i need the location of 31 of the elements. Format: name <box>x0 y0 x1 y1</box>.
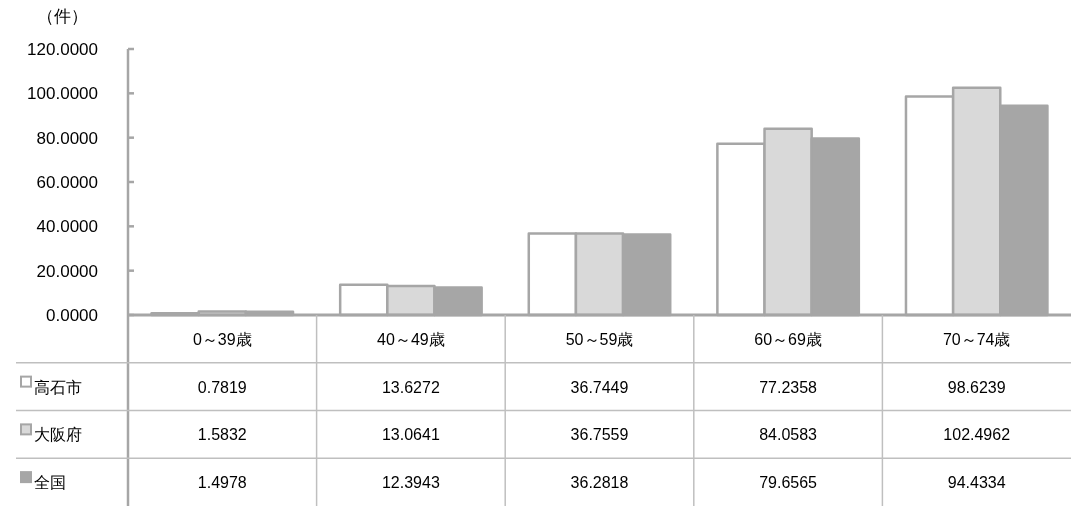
data-label: 0.7819 <box>197 378 247 396</box>
data-label: 36.7559 <box>570 426 629 444</box>
y-tick-label: 20.0000 <box>36 261 98 281</box>
data-label: 1.4978 <box>197 474 247 492</box>
legend-label: 高石市 <box>34 378 82 396</box>
y-tick-label: 40.0000 <box>36 217 98 237</box>
y-tick-label: 100.0000 <box>27 84 98 104</box>
data-label: 79.6565 <box>759 474 817 492</box>
y-axis-title: （件） <box>36 7 88 26</box>
data-label: 1.5832 <box>197 426 247 444</box>
y-tick-label: 0.0000 <box>46 306 98 325</box>
legend-label: 大阪府 <box>34 426 82 444</box>
data-label: 84.0583 <box>759 426 817 444</box>
data-label: 13.6272 <box>382 378 440 396</box>
data-label: 36.7449 <box>570 378 629 396</box>
data-label: 12.3943 <box>382 474 440 492</box>
y-tick-label: 120.0000 <box>27 40 98 59</box>
data-label: 36.2818 <box>570 474 629 492</box>
y-tick-label: 60.0000 <box>36 173 98 192</box>
data-label: 13.0641 <box>382 426 440 444</box>
x-tick-label: 0～39歳 <box>192 330 252 348</box>
legend-label: 全国 <box>34 474 66 492</box>
x-tick-label: 50～59歳 <box>565 330 634 348</box>
x-tick-label: 40～49歳 <box>377 330 445 348</box>
x-tick-label: 60～69歳 <box>754 330 822 348</box>
data-label: 94.4334 <box>947 474 1006 492</box>
y-tick-label: 80.0000 <box>36 128 98 148</box>
data-label: 98.6239 <box>947 378 1006 396</box>
x-tick-label: 70～74歳 <box>942 330 1011 348</box>
data-label: 102.4962 <box>943 426 1011 444</box>
data-label: 77.2358 <box>759 378 817 396</box>
